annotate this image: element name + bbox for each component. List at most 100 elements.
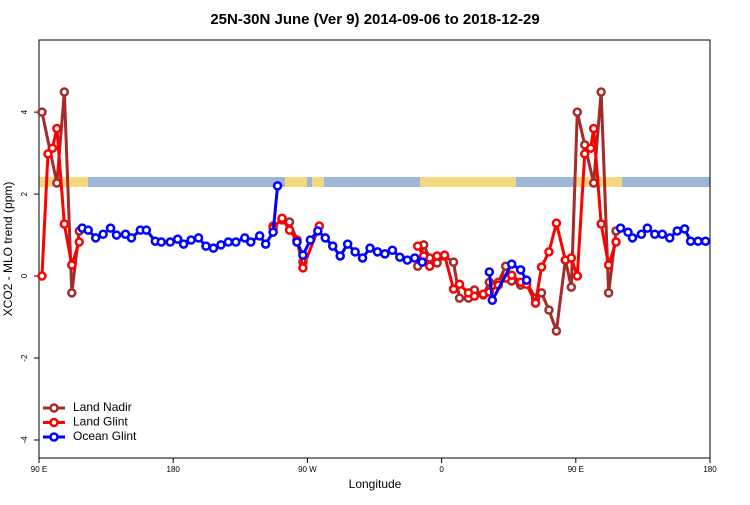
point [52,123,62,134]
point [98,229,108,239]
point [506,270,517,280]
point [305,235,316,245]
point [201,241,211,251]
point [156,237,167,247]
point [439,250,450,260]
point [193,233,204,243]
point [424,261,435,271]
point [268,227,278,237]
point [298,263,308,273]
point [506,259,517,269]
point [636,229,647,239]
point [277,213,287,224]
point [672,226,682,236]
point [37,271,47,281]
point [365,243,375,253]
point [588,123,599,134]
point [544,247,554,257]
point [551,326,562,336]
point [126,233,137,243]
point [245,237,256,247]
point [67,260,77,270]
point [657,229,668,239]
legend-label: Land Nadir [73,400,132,414]
x-tick-label: 180 [167,465,181,474]
point [240,233,250,243]
point [141,225,152,235]
legend-marker [49,432,59,442]
point [585,143,596,153]
point [685,236,696,246]
point [615,223,626,233]
legend-marker [49,403,59,413]
point [47,143,58,153]
y-tick-label: 2 [20,191,29,196]
point [572,107,583,117]
point [231,237,241,247]
y-axis-label: XCO2 - MLO trend (ppm) [1,182,15,317]
point [357,253,368,263]
point [454,279,465,289]
point [566,282,577,292]
point [260,239,271,249]
point [530,298,541,308]
point [544,305,554,315]
point [59,87,70,97]
legend-label: Ocean Glint [73,429,137,443]
point [313,226,323,236]
point [412,241,423,251]
x-tick-label: 90 W [298,465,317,474]
point [387,245,398,255]
point [105,223,116,233]
point [596,219,606,229]
point [603,288,614,298]
x-tick-label: 0 [439,465,444,474]
point [551,218,562,228]
point [327,241,338,251]
point [650,229,660,239]
point [172,234,183,244]
point [536,262,547,272]
point [90,233,101,243]
y-tick-label: -2 [20,354,29,362]
point [216,240,226,250]
point [642,223,653,233]
point [611,237,621,247]
chart-title: 25N-30N June (Ver 9) 2014-09-06 to 2018-… [210,11,539,28]
legend-marker [49,417,59,428]
point [487,295,498,305]
point [111,230,122,240]
point [165,237,175,247]
x-tick-label: 90 E [31,465,47,474]
point [208,243,219,253]
point [223,237,234,247]
point [37,107,47,117]
point [74,237,85,247]
point [83,225,93,235]
point [186,235,196,245]
point [679,224,690,234]
point [320,233,331,243]
point [566,253,577,263]
point [284,225,295,235]
point [454,293,465,303]
point [627,233,638,243]
point [515,265,526,275]
point [603,260,614,270]
point [52,178,62,188]
point [448,284,459,294]
point [298,250,308,260]
map-strip [39,177,710,187]
point [402,255,413,265]
plot-frame [38,39,711,459]
point [59,219,70,229]
y-tick-label: -4 [20,436,29,444]
y-tick-label: 0 [20,273,29,278]
point [693,236,703,246]
point [448,257,459,267]
x-tick-label: 90 E [568,465,584,474]
point [664,233,675,243]
legend-label: Land Glint [73,415,128,429]
point [484,267,495,277]
